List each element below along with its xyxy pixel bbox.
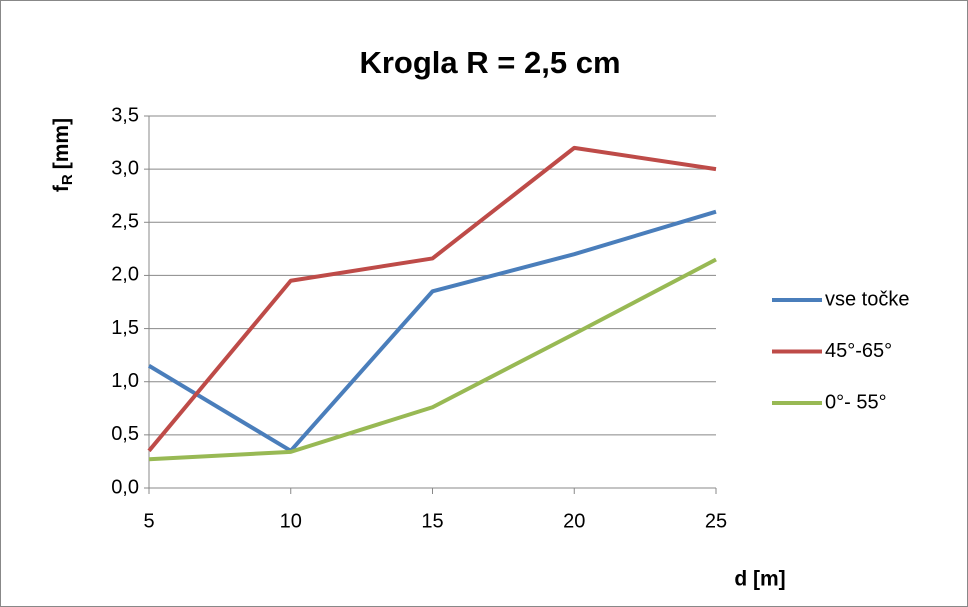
y-label-sub: R bbox=[59, 174, 76, 185]
series-line bbox=[147, 209, 717, 453]
x-axis-label: d [m] bbox=[734, 568, 785, 591]
x-tick-label: 10 bbox=[280, 510, 302, 532]
legend-label: 0°- 55° bbox=[825, 391, 887, 413]
legend-label: 45°-65° bbox=[825, 340, 892, 362]
y-tick-label: 3,0 bbox=[111, 157, 139, 179]
x-tick-label: 25 bbox=[705, 510, 727, 532]
series-line bbox=[147, 145, 717, 453]
x-tick-label: 5 bbox=[143, 510, 154, 532]
y-label-main: f bbox=[50, 184, 73, 192]
y-tick-label: 3,5 bbox=[111, 104, 139, 126]
x-tick-label: 20 bbox=[563, 510, 585, 532]
y-tick-label: 0,0 bbox=[111, 476, 139, 498]
x-tick-label: 15 bbox=[421, 510, 443, 532]
y-label-unit: [mm] bbox=[50, 118, 73, 169]
y-tick-label: 2,5 bbox=[111, 211, 139, 233]
legend-label: vse točke bbox=[825, 288, 909, 310]
y-tick-label: 0,5 bbox=[111, 423, 139, 445]
y-tick-label: 1,0 bbox=[111, 370, 139, 392]
y-axis-label: fR [mm] bbox=[50, 118, 76, 192]
y-tick-label: 2,0 bbox=[111, 264, 139, 286]
y-tick-label: 1,5 bbox=[111, 317, 139, 339]
chart-title: Krogla R = 2,5 cm bbox=[359, 45, 620, 80]
series-line bbox=[148, 257, 717, 462]
